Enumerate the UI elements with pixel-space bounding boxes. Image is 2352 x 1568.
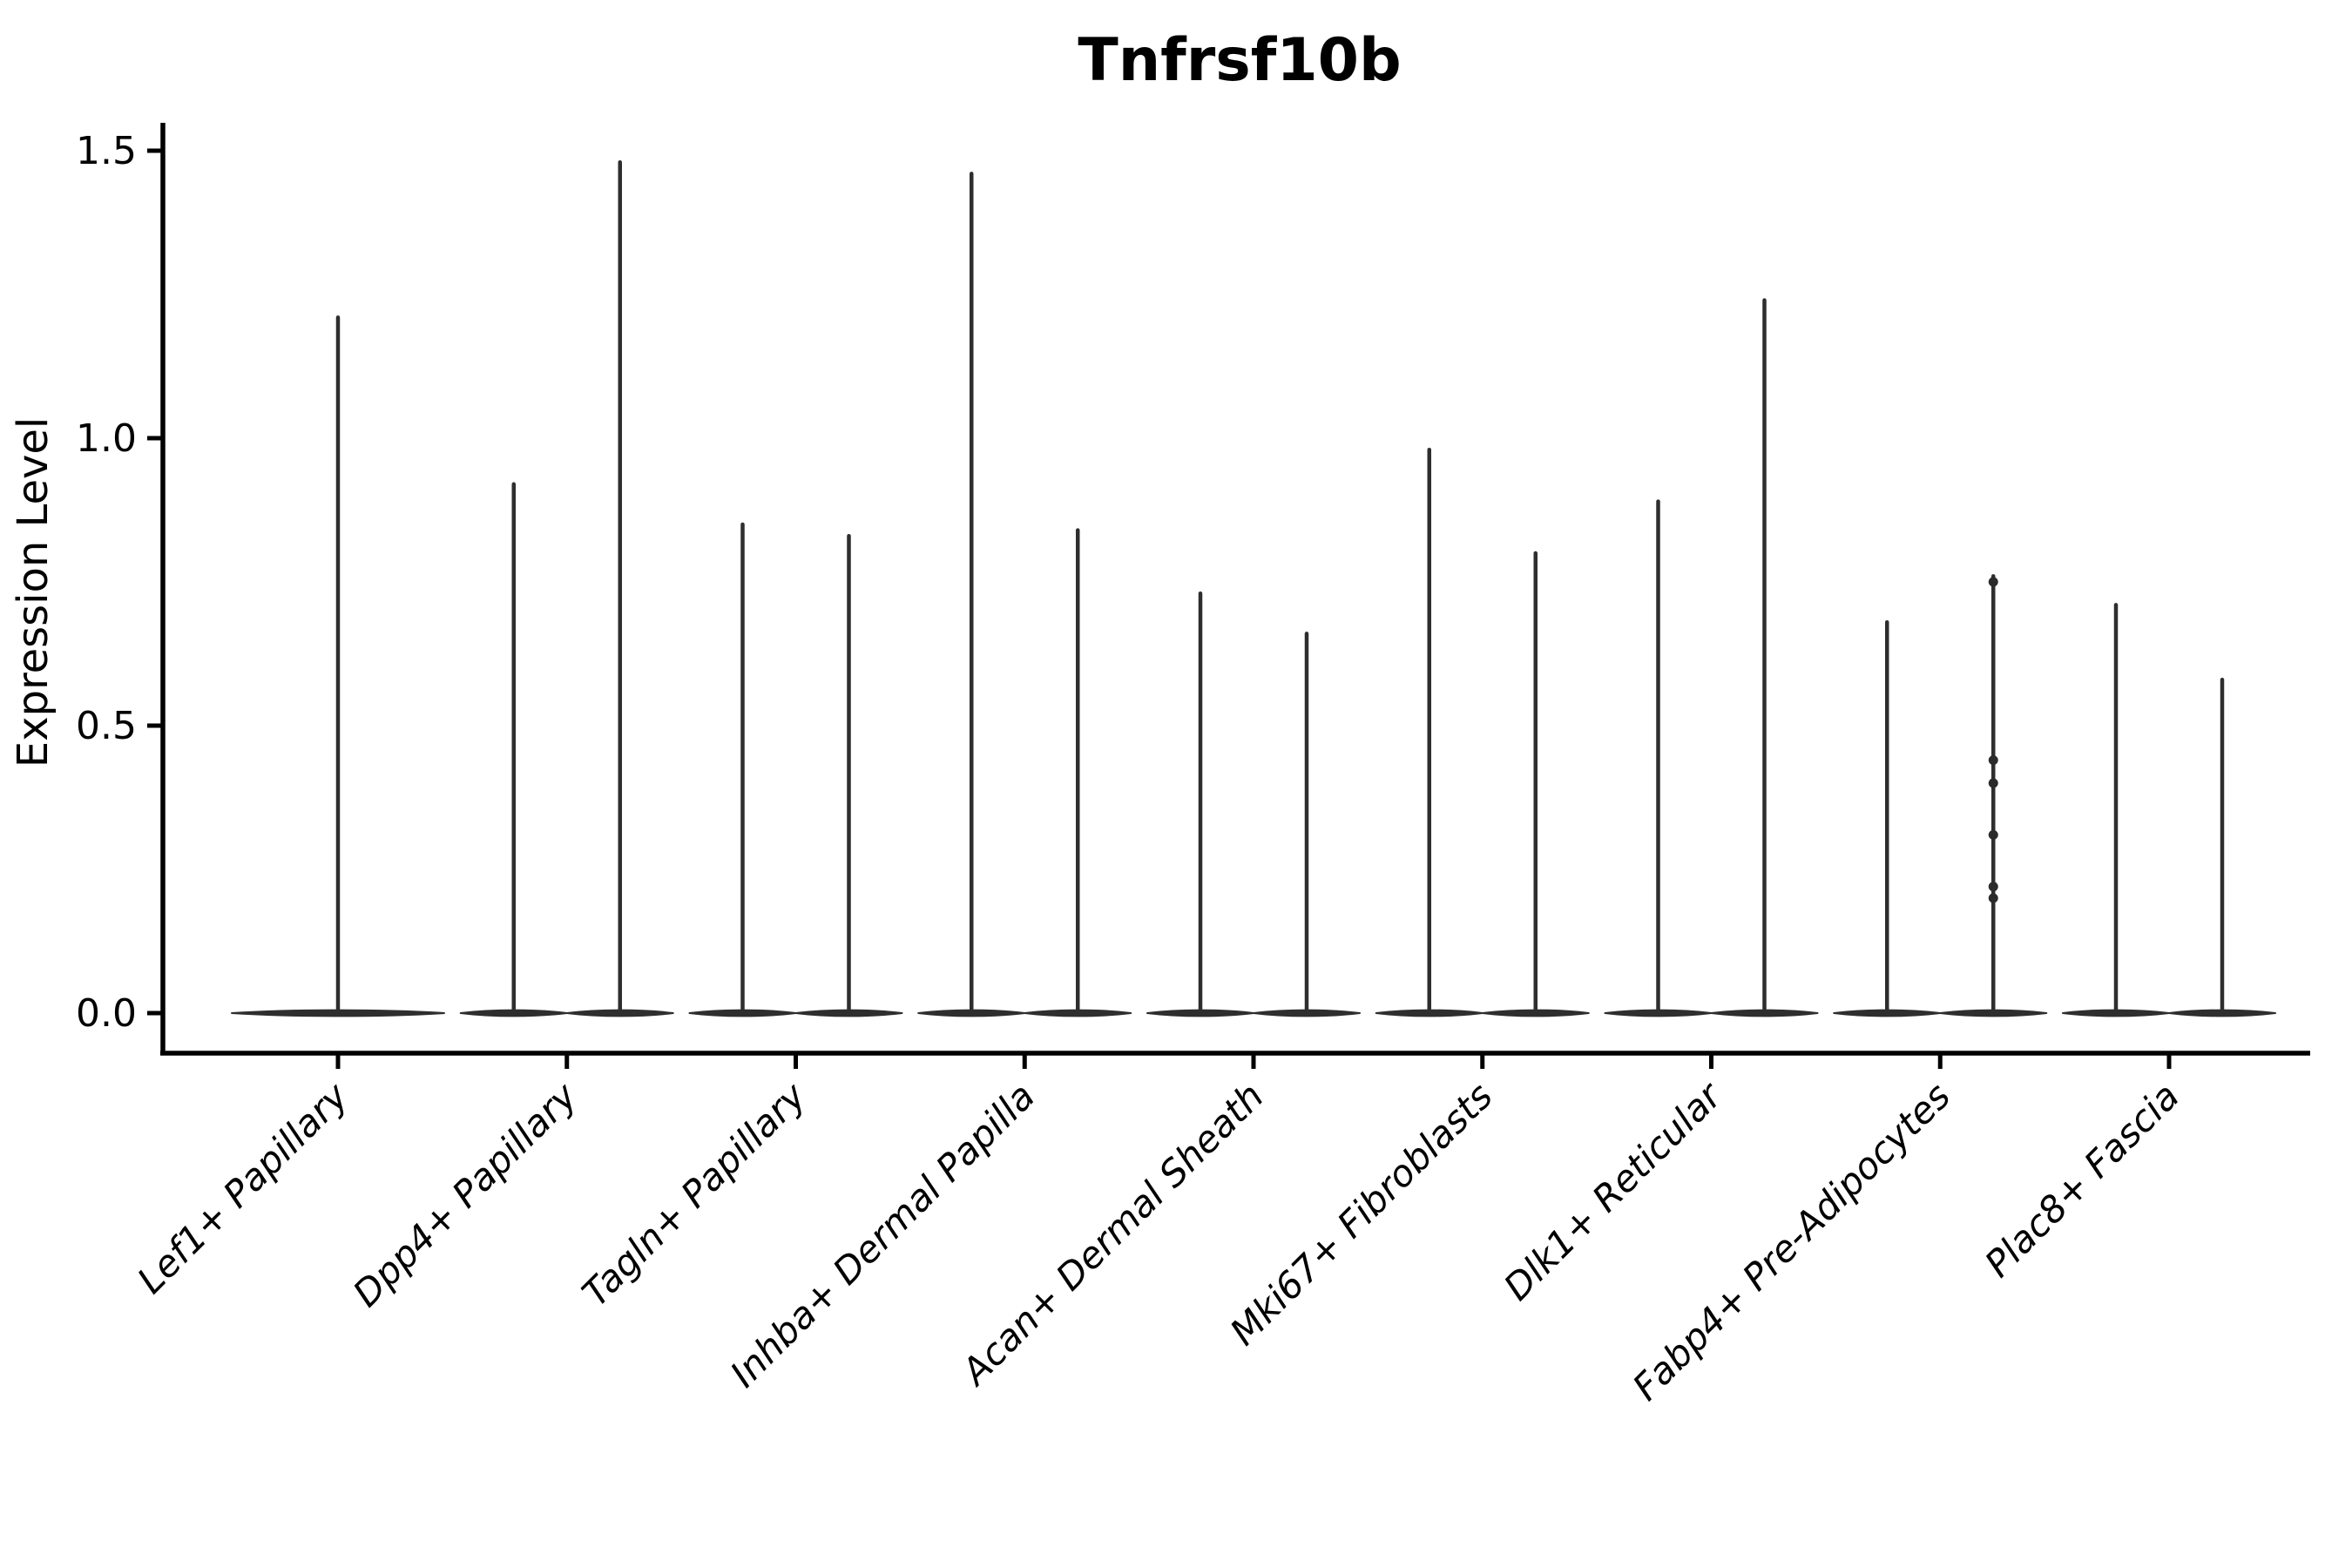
x-tick-label: Plac8+ Fascia: [1977, 1074, 2187, 1285]
jitter-point: [1988, 778, 1998, 788]
x-tick-label: Dpp4+ Papillary: [345, 1074, 586, 1315]
jitter-point: [1988, 755, 1998, 766]
x-tick-label: Tagln+ Papillary: [574, 1074, 815, 1315]
jitter-point: [1988, 882, 1998, 892]
chart-title: Tnfrsf10b: [1078, 26, 1401, 95]
y-axis-label: Expression Level: [9, 417, 57, 768]
x-tick-label: Dlk1+ Reticular: [1496, 1072, 1732, 1308]
jitter-point: [1988, 577, 1998, 587]
y-axis-ticks: 0.0 0.5 1.0 1.5: [76, 129, 163, 1036]
x-tick-label: Mki67+ Fibroblasts: [1222, 1074, 1501, 1353]
violins: [231, 159, 2276, 1017]
jitter-dots: [1988, 577, 1998, 903]
jitter-point: [1988, 829, 1998, 840]
x-tick-label: Lef1+ Papillary: [129, 1074, 357, 1302]
jitter-point: [1988, 893, 1998, 903]
y-tick-label: 1.5: [76, 129, 137, 173]
y-tick-label: 0.0: [76, 991, 137, 1036]
y-tick-label: 0.5: [76, 704, 137, 748]
axes-spines: [160, 123, 2310, 1056]
y-tick-label: 1.0: [76, 416, 137, 461]
